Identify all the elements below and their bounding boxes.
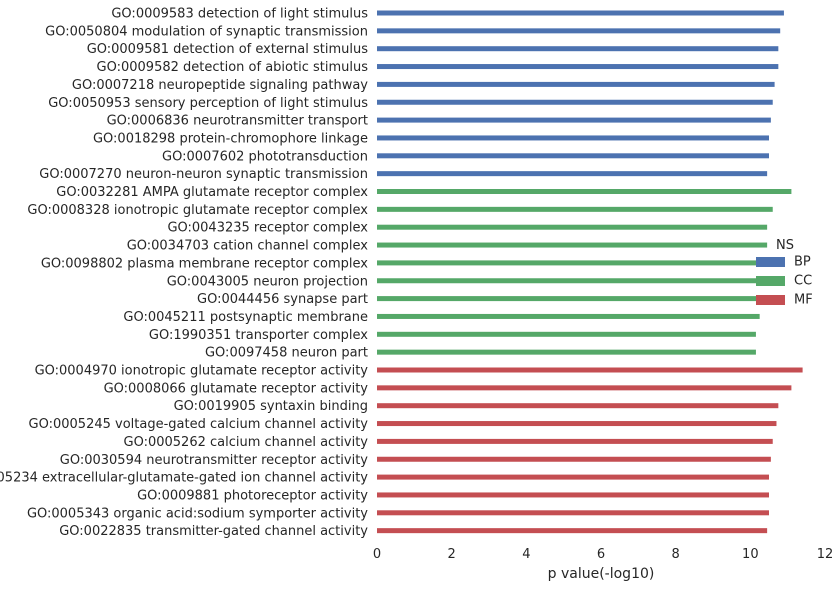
y-tick-label: GO:0008066 glutamate receptor activity <box>104 381 369 396</box>
x-axis-label: p value(-log10) <box>548 566 655 582</box>
y-tick-label: GO:0097458 neuron part <box>205 346 368 361</box>
bar <box>377 528 768 534</box>
bar <box>377 278 764 284</box>
y-tick-label: GO:0009881 photoreceptor activity <box>137 488 368 503</box>
legend-swatch <box>756 276 785 286</box>
y-tick-label: GO:0043235 receptor complex <box>167 221 368 236</box>
y-tick-label: GO:0030594 neurotransmitter receptor act… <box>60 453 369 468</box>
y-tick-label: GO:0005262 calcium channel activity <box>124 435 369 450</box>
bar <box>377 206 773 212</box>
y-tick-label: GO:0005234 extracellular-glutamate-gated… <box>0 471 368 486</box>
bar <box>377 46 779 52</box>
bar <box>377 492 769 498</box>
y-tick-label: GO:0007218 neuropeptide signaling pathwa… <box>72 78 368 93</box>
x-tick-label: 8 <box>672 547 680 562</box>
y-tick-label: GO:0008328 ionotropic glutamate receptor… <box>27 203 368 218</box>
x-tick-labels: 0 2 4 6 8 10 12 <box>373 547 833 562</box>
y-tick-label: GO:0050953 sensory perception of light s… <box>48 96 368 111</box>
y-tick-label: GO:0019905 syntaxin binding <box>174 399 368 414</box>
y-tick-label: GO:0009583 detection of light stimulus <box>111 7 368 22</box>
y-tick-label: GO:0044456 synapse part <box>197 292 368 307</box>
bar <box>377 385 792 391</box>
bar <box>377 171 768 177</box>
bar <box>377 153 769 159</box>
bar <box>377 135 769 141</box>
bar <box>377 260 766 266</box>
bar <box>377 313 760 319</box>
x-tick-label: 12 <box>817 547 834 562</box>
x-tick-label: 10 <box>742 547 759 562</box>
y-tick-label: GO:0007602 phototransduction <box>162 149 368 164</box>
y-tick-label: GO:0007270 neuron-neuron synaptic transm… <box>39 167 368 182</box>
legend-label: CC <box>794 274 812 289</box>
bar <box>377 224 768 230</box>
bar <box>377 367 803 373</box>
bar <box>377 64 779 70</box>
y-tick-label: GO:0009581 detection of external stimulu… <box>87 42 369 57</box>
bar <box>377 99 773 105</box>
bar <box>377 349 756 355</box>
bar <box>377 421 777 427</box>
y-tick-label: GO:0043005 neuron projection <box>167 274 368 289</box>
y-tick-label: GO:0050804 modulation of synaptic transm… <box>45 24 368 39</box>
bar <box>377 510 769 516</box>
y-tick-labels: GO:0009583 detection of light stimulus GO… <box>0 7 368 540</box>
bar <box>377 474 769 480</box>
bar <box>377 438 773 444</box>
legend: NS BP CC MF <box>756 238 813 308</box>
bar <box>377 403 779 409</box>
y-tick-label: GO:0098802 plasma membrane receptor comp… <box>41 256 368 271</box>
bar <box>377 189 792 194</box>
legend-label: MF <box>794 293 813 308</box>
x-tick-label: 6 <box>597 547 605 562</box>
y-tick-label: GO:0005343 organic acid:sodium symporter… <box>27 506 368 521</box>
y-tick-label: GO:0018298 protein-chromophore linkage <box>93 131 368 146</box>
bar <box>377 456 771 462</box>
bar <box>377 117 771 123</box>
bar <box>377 10 784 16</box>
bar <box>377 296 764 302</box>
bars-layer <box>377 10 803 534</box>
bar <box>377 81 775 87</box>
legend-swatch <box>756 295 785 305</box>
x-tick-label: 2 <box>448 547 456 562</box>
y-tick-label: GO:0006836 neurotransmitter transport <box>107 114 368 129</box>
y-tick-label: GO:0005245 voltage-gated calcium channel… <box>29 417 369 432</box>
bar <box>377 242 768 248</box>
y-tick-label: GO:1990351 transporter complex <box>149 328 368 343</box>
x-tick-label: 4 <box>522 547 530 562</box>
y-tick-label: GO:0034703 cation channel complex <box>127 239 369 254</box>
bar <box>377 28 781 34</box>
legend-swatch <box>756 257 785 267</box>
y-tick-label: GO:0032281 AMPA glutamate receptor compl… <box>56 185 368 200</box>
y-tick-label: GO:0004970 ionotropic glutamate receptor… <box>35 364 369 379</box>
y-tick-label: GO:0022835 transmitter-gated channel act… <box>59 524 368 539</box>
y-tick-label: GO:0009582 detection of abiotic stimulus <box>97 60 369 75</box>
legend-label: BP <box>794 255 811 270</box>
bar <box>377 331 756 337</box>
y-tick-label: GO:0045211 postsynaptic membrane <box>123 310 368 325</box>
x-tick-label: 0 <box>373 547 381 562</box>
legend-title: NS <box>776 238 794 253</box>
